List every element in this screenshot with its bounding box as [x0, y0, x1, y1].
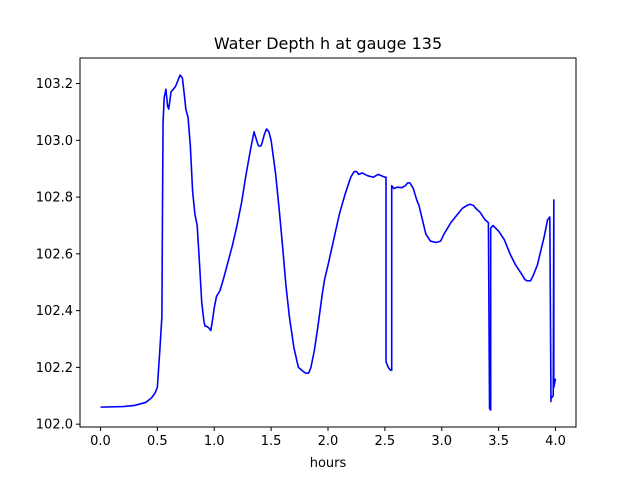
series-line-0: [100, 74, 557, 411]
y-tick-label: 103.0: [36, 134, 73, 149]
x-tick-label: 1.5: [261, 434, 282, 449]
x-axis: 0.0 0.5 1.0 1.5 2.0 2.5 3.0 3.5 4.0: [90, 427, 566, 449]
x-axis-label: hours: [310, 456, 347, 471]
x-tick-label: 2.0: [318, 434, 339, 449]
y-tick-label: 102.8: [36, 191, 73, 206]
x-tick-label: 0.0: [90, 434, 111, 449]
y-tick-label: 102.4: [36, 304, 73, 319]
plot-area: [100, 74, 557, 411]
x-tick-label: 0.5: [147, 434, 168, 449]
x-tick-label: 4.0: [545, 434, 566, 449]
y-tick-label: 102.6: [36, 247, 73, 262]
chart-title: Water Depth h at gauge 135: [214, 34, 442, 53]
y-axis: 102.0 102.2 102.4 102.6 102.8 103.0 103.2: [36, 77, 80, 433]
x-tick-label: 2.5: [375, 434, 396, 449]
y-tick-label: 103.2: [36, 77, 73, 92]
y-tick-label: 102.0: [36, 418, 73, 433]
x-tick-label: 3.5: [488, 434, 509, 449]
x-tick-label: 1.0: [204, 434, 225, 449]
y-tick-label: 102.2: [36, 361, 73, 376]
x-tick-label: 3.0: [431, 434, 452, 449]
